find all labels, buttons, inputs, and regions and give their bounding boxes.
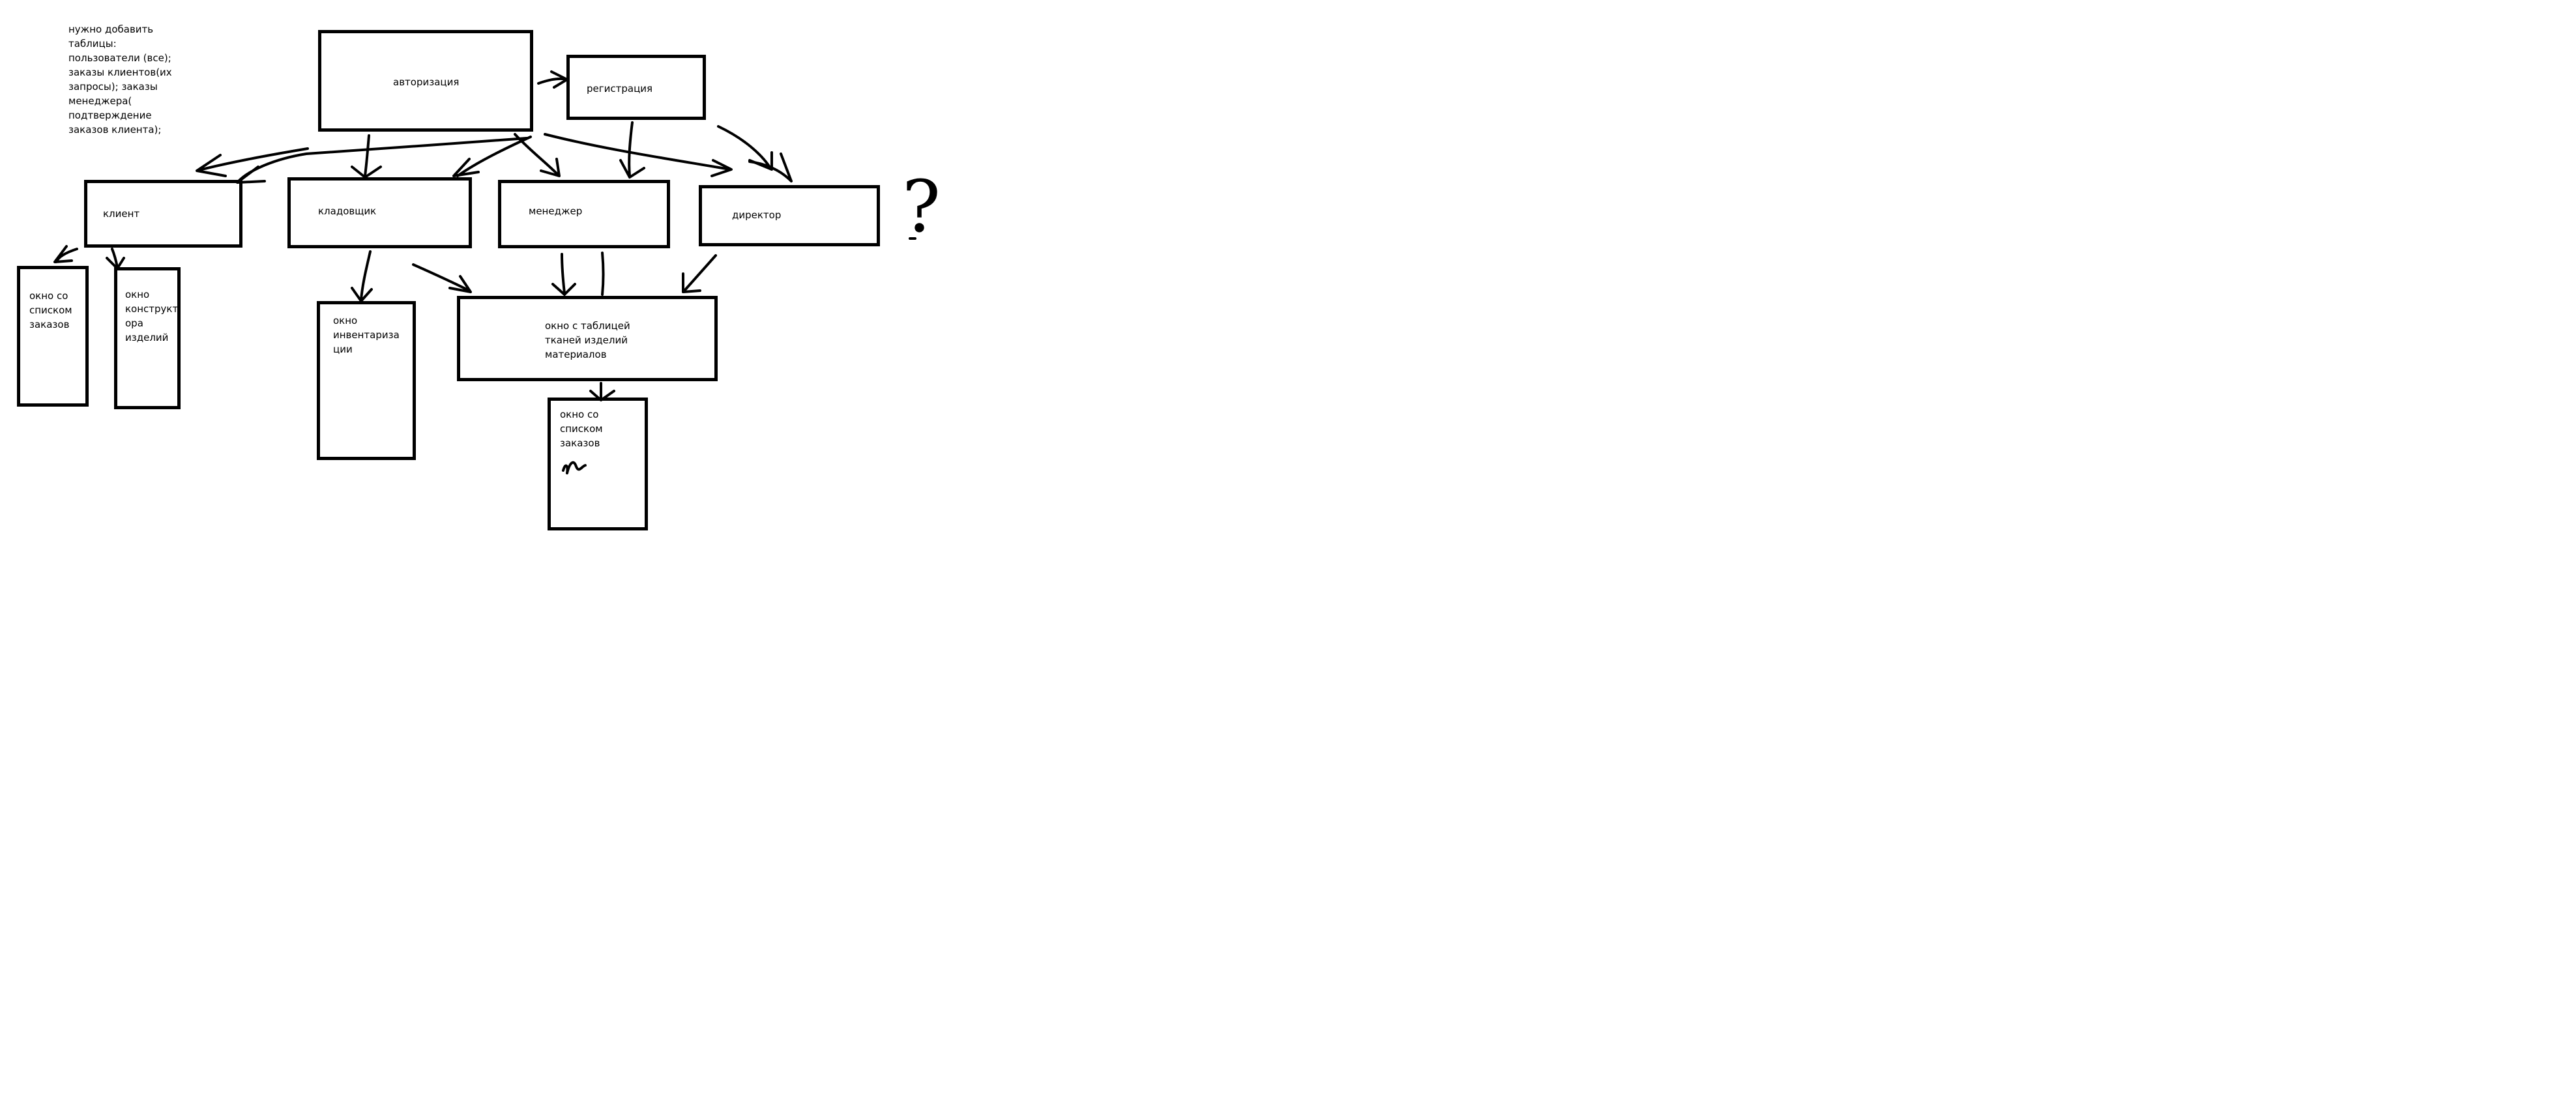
arrow-auth-client <box>196 147 309 177</box>
node-client-orders-window-label: окно со списком заказов <box>29 290 72 330</box>
node-director-label: директор <box>732 209 782 221</box>
arrow-director-materials <box>682 254 717 293</box>
node-registration: регистрация <box>566 55 706 120</box>
node-auth-label: авторизация <box>393 76 460 88</box>
node-auth: авторизация <box>318 30 533 132</box>
arrow-client-orders <box>53 245 78 263</box>
node-inventory-window-label: окно инвентариза ции <box>333 315 400 355</box>
node-materials-window-label: окно с таблицей тканей изделий материало… <box>545 320 630 360</box>
node-inventory-window: окно инвентариза ции <box>317 301 416 460</box>
node-manager: менеджер <box>498 180 670 248</box>
arrow-registration-manager <box>619 121 645 179</box>
node-manager-orders-window-label: окно со списком заказов <box>560 409 603 449</box>
node-constructor-window: окно конструкт ора изделий <box>114 267 181 409</box>
arrow-registration-director-b <box>748 152 793 182</box>
arrow-auth-manager <box>514 133 561 177</box>
arrow-client-constructor <box>106 248 125 270</box>
question-mark: ? <box>902 165 941 248</box>
node-client: клиент <box>84 180 242 248</box>
todo-note: нужно добавить таблицы: пользователи (вс… <box>68 23 172 136</box>
node-materials-window: окно с таблицей тканей изделий материало… <box>457 296 718 381</box>
arrow-auth-client-b <box>236 137 528 184</box>
arrow-auth-storekeeper-b <box>452 136 532 177</box>
node-client-orders-window: окно со списком заказов <box>17 266 89 407</box>
node-manager-label: менеджер <box>529 205 583 217</box>
node-constructor-window-label: окно конструкт ора изделий <box>125 289 179 343</box>
arrow-auth-storekeeper <box>351 134 382 179</box>
arrow-storekeeper-inventory <box>351 250 373 302</box>
node-client-label: клиент <box>103 208 140 220</box>
arrow-storekeeper-materials <box>412 263 472 293</box>
line-manager-materials <box>601 252 605 296</box>
node-registration-label: регистрация <box>587 83 653 94</box>
node-director: директор <box>699 185 880 246</box>
node-storekeeper-label: кладовщик <box>318 205 377 217</box>
node-storekeeper: кладовщик <box>287 177 472 248</box>
node-manager-orders-window: окно со списком заказов <box>548 398 648 530</box>
arrow-registration-director <box>717 125 773 171</box>
arrow-auth-director <box>544 133 733 177</box>
arrow-auth-registration <box>537 70 568 89</box>
arrow-manager-materials <box>551 253 576 296</box>
